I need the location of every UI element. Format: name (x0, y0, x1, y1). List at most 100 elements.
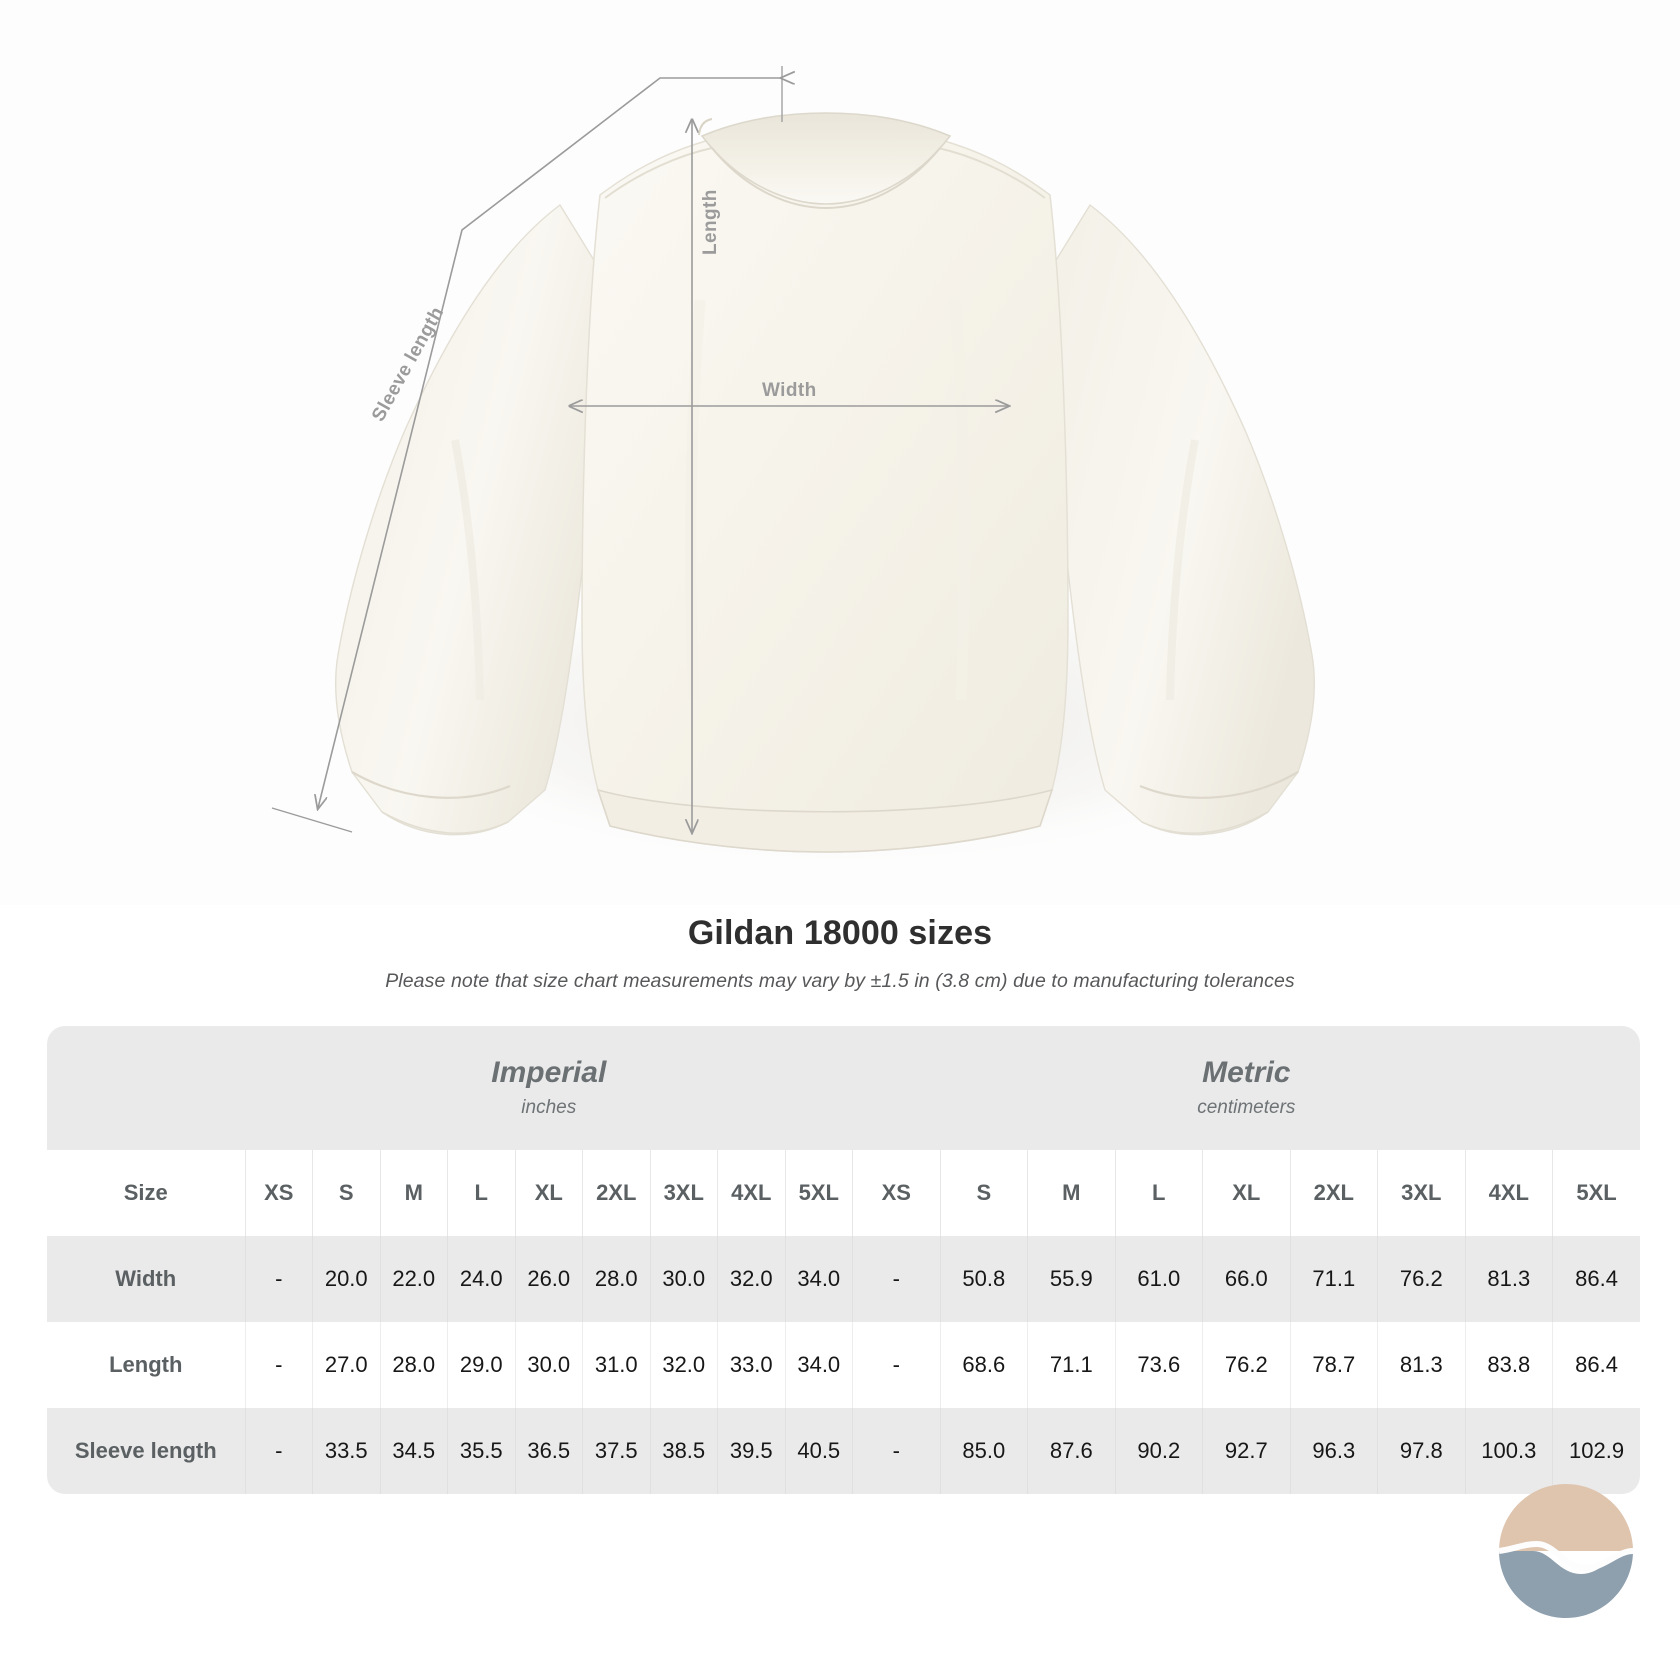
page-title: Gildan 18000 sizes (687, 914, 993, 952)
right-sleeve-fold (1166, 439, 1199, 701)
sleeve-length-arrow (318, 78, 782, 808)
row-label-sleeve-length: Sleeve length (47, 1408, 245, 1494)
size-col-imperial-5xl: 5XL (784, 1150, 853, 1236)
cell-sleeve-imperial-5xl: 40.5 (784, 1408, 853, 1494)
size-col-imperial-s: S (312, 1150, 380, 1236)
cell-width-metric-5xl: 86.4 (1552, 1236, 1641, 1322)
table-row-sleeve-length: Sleeve length - 33.5 34.5 35.5 36.5 37.5… (47, 1408, 1641, 1494)
table-row-length: Length - 27.0 28.0 29.0 30.0 31.0 32.0 3… (47, 1322, 1641, 1408)
cell-sleeve-metric-m: 87.6 (1027, 1408, 1116, 1494)
cell-sleeve-metric-3xl: 97.8 (1377, 1408, 1466, 1494)
size-col-metric-s: S (939, 1150, 1028, 1236)
cell-width-imperial-2xl: 28.0 (582, 1236, 650, 1322)
size-col-metric-m: M (1027, 1150, 1116, 1236)
cell-sleeve-metric-xl: 92.7 (1202, 1408, 1291, 1494)
metric-group-header: Metric centimeters (852, 1026, 1641, 1150)
cell-width-metric-4xl: 81.3 (1464, 1236, 1553, 1322)
cell-sleeve-metric-2xl: 96.3 (1289, 1408, 1378, 1494)
tolerance-note: Please note that size chart measurements… (385, 970, 1295, 993)
imperial-unit: inches (521, 1096, 577, 1118)
size-header-row: Size XS S M L XL 2XL 3XL 4XL 5XL XS S M … (47, 1150, 1641, 1236)
cell-length-metric-3xl: 81.3 (1377, 1322, 1466, 1408)
cell-width-imperial-5xl: 34.0 (784, 1236, 853, 1322)
cell-sleeve-metric-4xl: 100.3 (1464, 1408, 1553, 1494)
size-col-imperial-3xl: 3XL (649, 1150, 718, 1236)
sweatshirt-body (581, 123, 1069, 853)
cell-sleeve-imperial-xl: 36.5 (514, 1408, 583, 1494)
width-dimension-label: Width (762, 380, 817, 401)
cell-length-metric-s: 68.6 (939, 1322, 1028, 1408)
cell-width-imperial-m: 22.0 (379, 1236, 448, 1322)
sleeve-tick-bottom (271, 807, 353, 833)
size-chart-table: Imperial inches Metric centimeters Size … (47, 1026, 1641, 1494)
brand-watermark-logo (1498, 1484, 1634, 1618)
right-cuff-seam (1139, 771, 1299, 799)
cell-length-metric-xl: 76.2 (1202, 1322, 1291, 1408)
cell-sleeve-imperial-3xl: 38.5 (649, 1408, 718, 1494)
cell-sleeve-imperial-s: 33.5 (312, 1408, 380, 1494)
cell-length-imperial-5xl: 34.0 (784, 1322, 853, 1408)
watermark-wave-highlight (1498, 1540, 1634, 1572)
size-col-metric-xl: XL (1202, 1150, 1291, 1236)
size-col-metric-4xl: 4XL (1464, 1150, 1553, 1236)
cell-width-imperial-l: 24.0 (447, 1236, 515, 1322)
metric-label: Metric (1202, 1056, 1291, 1090)
garment-illustration: Length Width Sleeve length (271, 66, 1316, 870)
cell-length-metric-l: 73.6 (1114, 1322, 1203, 1408)
cell-length-imperial-l: 29.0 (447, 1322, 515, 1408)
row-label-length: Length (47, 1322, 245, 1408)
watermark-wave (1499, 1551, 1633, 1618)
cell-sleeve-imperial-4xl: 39.5 (717, 1408, 785, 1494)
cell-width-imperial-4xl: 32.0 (717, 1236, 785, 1322)
cell-width-metric-s: 50.8 (939, 1236, 1028, 1322)
cell-width-imperial-xs: - (244, 1236, 313, 1322)
cell-length-imperial-4xl: 33.0 (717, 1322, 785, 1408)
cell-width-metric-xl: 66.0 (1202, 1236, 1291, 1322)
imperial-label: Imperial (491, 1056, 607, 1090)
cell-length-metric-xs: - (852, 1322, 941, 1408)
cell-length-imperial-3xl: 32.0 (649, 1322, 718, 1408)
title-block: Gildan 18000 sizes Please note that size… (0, 914, 1680, 993)
cell-length-imperial-m: 28.0 (379, 1322, 448, 1408)
cell-length-imperial-s: 27.0 (312, 1322, 380, 1408)
unit-header-spacer (47, 1026, 245, 1150)
cell-length-imperial-2xl: 31.0 (582, 1322, 650, 1408)
row-label-width: Width (47, 1236, 245, 1322)
cell-sleeve-imperial-xs: - (244, 1408, 313, 1494)
cell-length-metric-2xl: 78.7 (1289, 1322, 1378, 1408)
unit-group-header-row: Imperial inches Metric centimeters (47, 1026, 1641, 1150)
cell-sleeve-metric-5xl: 102.9 (1552, 1408, 1641, 1494)
watermark-sand-arc (1499, 1484, 1633, 1551)
cell-sleeve-imperial-2xl: 37.5 (582, 1408, 650, 1494)
size-table-container: Imperial inches Metric centimeters Size … (47, 1026, 1641, 1494)
metric-unit: centimeters (1197, 1096, 1296, 1118)
size-col-metric-l: L (1114, 1150, 1203, 1236)
size-col-metric-3xl: 3XL (1377, 1150, 1466, 1236)
size-col-metric-2xl: 2XL (1289, 1150, 1378, 1236)
cell-sleeve-metric-s: 85.0 (939, 1408, 1028, 1494)
size-col-imperial-l: L (447, 1150, 515, 1236)
size-col-imperial-xs: XS (244, 1150, 313, 1236)
size-col-imperial-2xl: 2XL (582, 1150, 650, 1236)
cell-length-imperial-xs: - (244, 1322, 313, 1408)
right-cuff-edge (1141, 811, 1269, 834)
size-header-label: Size (47, 1150, 245, 1236)
cell-length-metric-m: 71.1 (1027, 1322, 1116, 1408)
size-col-imperial-4xl: 4XL (717, 1150, 785, 1236)
left-cuff-edge (381, 811, 509, 834)
right-shoulder-seam (937, 147, 1046, 199)
body-fold-right (949, 299, 970, 701)
cell-sleeve-imperial-m: 34.5 (379, 1408, 448, 1494)
cell-length-metric-4xl: 83.8 (1464, 1322, 1553, 1408)
cell-width-metric-m: 55.9 (1027, 1236, 1116, 1322)
cell-width-metric-3xl: 76.2 (1377, 1236, 1466, 1322)
size-col-imperial-m: M (379, 1150, 448, 1236)
cell-sleeve-metric-xs: - (852, 1408, 941, 1494)
cell-sleeve-imperial-l: 35.5 (447, 1408, 515, 1494)
cell-width-metric-l: 61.0 (1114, 1236, 1203, 1322)
table-row-width: Width - 20.0 22.0 24.0 26.0 28.0 30.0 32… (47, 1236, 1641, 1322)
cell-width-imperial-s: 20.0 (312, 1236, 380, 1322)
cell-width-imperial-xl: 26.0 (514, 1236, 583, 1322)
cell-length-imperial-xl: 30.0 (514, 1322, 583, 1408)
